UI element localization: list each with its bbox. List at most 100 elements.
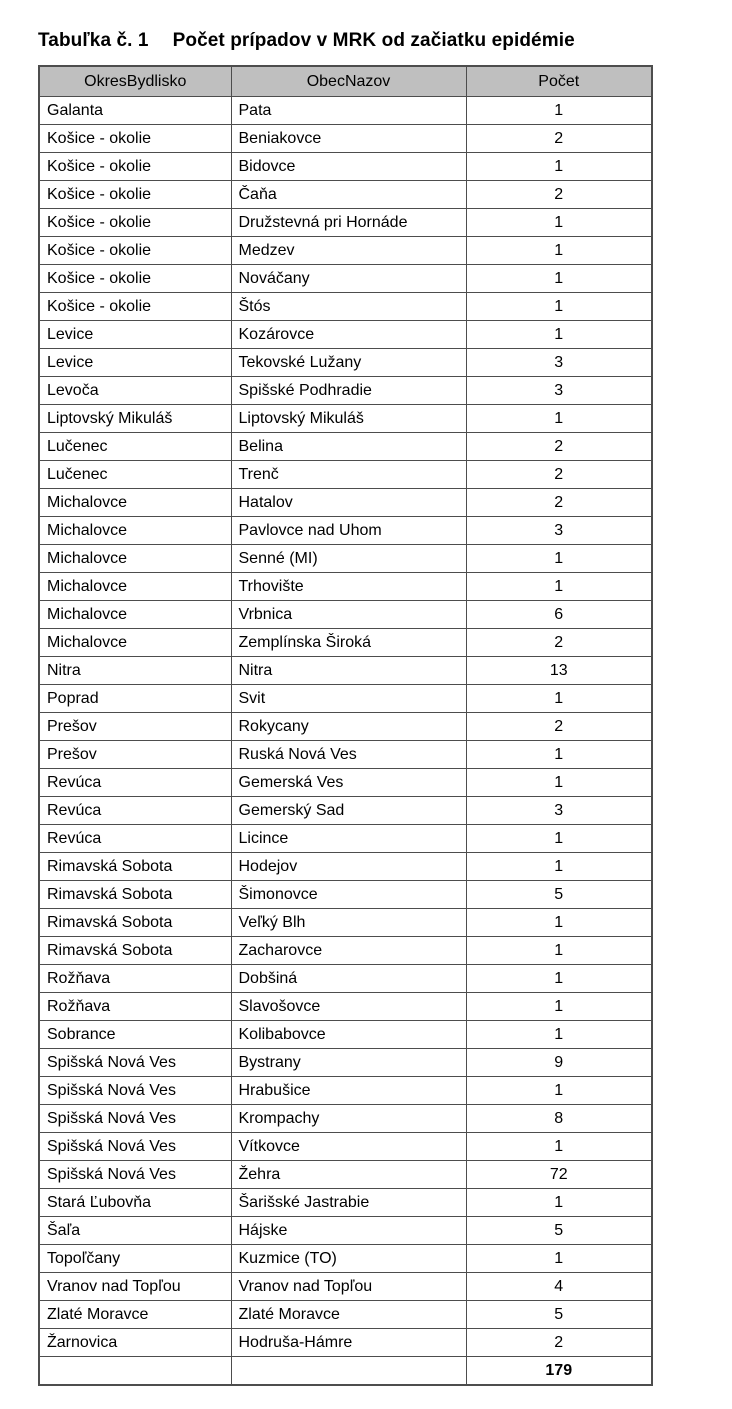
okres-cell: Žarnovica	[38, 1328, 232, 1357]
okres-cell: Galanta	[38, 96, 232, 125]
pocet-cell: 1	[465, 572, 653, 601]
table-row: Spišská Nová Ves Krompachy 8	[38, 1104, 653, 1133]
obec-cell: Vranov nad Topľou	[230, 1272, 467, 1301]
pocet-cell: 72	[465, 1160, 653, 1189]
pocet-cell: 1	[465, 96, 653, 125]
okres-cell: Spišská Nová Ves	[38, 1132, 232, 1161]
pocet-cell: 5	[465, 880, 653, 909]
okres-cell: Košice - okolie	[38, 264, 232, 293]
okres-cell: Spišská Nová Ves	[38, 1048, 232, 1077]
pocet-cell: 4	[465, 1272, 653, 1301]
obec-cell: Pata	[230, 96, 467, 125]
pocet-cell: 1	[465, 1188, 653, 1217]
okres-cell: Levoča	[38, 376, 232, 405]
okres-cell: Lučenec	[38, 460, 232, 489]
table-row: Rožňava Dobšiná 1	[38, 964, 653, 993]
obec-cell: Krompachy	[230, 1104, 467, 1133]
col-header-okres: OkresBydlisko	[38, 65, 232, 97]
total-row: 179	[38, 1356, 653, 1386]
obec-cell: Hájske	[230, 1216, 467, 1245]
pocet-cell: 2	[465, 712, 653, 741]
pocet-cell: 1	[465, 1132, 653, 1161]
table-row: Poprad Svit 1	[38, 684, 653, 713]
table-row: Michalovce Zemplínska Široká 2	[38, 628, 653, 657]
okres-cell: Rimavská Sobota	[38, 908, 232, 937]
table-row: Rimavská Sobota Veľký Blh 1	[38, 908, 653, 937]
pocet-cell: 1	[465, 292, 653, 321]
okres-cell: Košice - okolie	[38, 292, 232, 321]
table-row: Prešov Rokycany 2	[38, 712, 653, 741]
table-row: Sobrance Kolibabovce 1	[38, 1020, 653, 1049]
pocet-cell: 3	[465, 796, 653, 825]
okres-cell: Košice - okolie	[38, 180, 232, 209]
table-row: Prešov Ruská Nová Ves 1	[38, 740, 653, 769]
table-row: Košice - okolie Družstevná pri Hornáde 1	[38, 208, 653, 237]
table-row: Liptovský Mikuláš Liptovský Mikuláš 1	[38, 404, 653, 433]
okres-cell: Stará Ľubovňa	[38, 1188, 232, 1217]
table-row: Nitra Nitra 13	[38, 656, 653, 685]
table-row: Spišská Nová Ves Žehra 72	[38, 1160, 653, 1189]
pocet-cell: 1	[465, 824, 653, 853]
cases-table: OkresBydlisko ObecNazov Počet Galanta Pat…	[38, 65, 653, 1386]
table-row: Lučenec Belina 2	[38, 432, 653, 461]
obec-cell: Slavošovce	[230, 992, 467, 1021]
obec-cell: Beniakovce	[230, 124, 467, 153]
obec-cell: Liptovský Mikuláš	[230, 404, 467, 433]
okres-cell: Rožňava	[38, 992, 232, 1021]
obec-cell: Gemerský Sad	[230, 796, 467, 825]
pocet-cell: 6	[465, 600, 653, 629]
pocet-cell: 1	[465, 236, 653, 265]
table-row: Michalovce Senné (MI) 1	[38, 544, 653, 573]
table-row: Košice - okolie Čaňa 2	[38, 180, 653, 209]
obec-cell: Nitra	[230, 656, 467, 685]
table-caption: Počet prípadov v MRK od začiatku epidémi…	[172, 30, 575, 51]
pocet-cell: 8	[465, 1104, 653, 1133]
obec-cell: Zacharovce	[230, 936, 467, 965]
table-row: Šaľa Hájske 5	[38, 1216, 653, 1245]
table-number-label: Tabuľka č. 1	[38, 30, 149, 51]
obec-cell: Čaňa	[230, 180, 467, 209]
obec-cell: Hodejov	[230, 852, 467, 881]
table-row: Michalovce Pavlovce nad Uhom 3	[38, 516, 653, 545]
okres-cell: Michalovce	[38, 488, 232, 517]
okres-cell: Rožňava	[38, 964, 232, 993]
table-row: Rimavská Sobota Šimonovce 5	[38, 880, 653, 909]
okres-cell: Revúca	[38, 796, 232, 825]
pocet-cell: 1	[465, 964, 653, 993]
pocet-cell: 13	[465, 656, 653, 685]
table-row: Revúca Gemerská Ves 1	[38, 768, 653, 797]
obec-cell: Kolibabovce	[230, 1020, 467, 1049]
obec-cell: Zlaté Moravce	[230, 1300, 467, 1329]
pocet-cell: 1	[465, 936, 653, 965]
okres-cell: Michalovce	[38, 516, 232, 545]
pocet-cell: 2	[465, 460, 653, 489]
table-row: Spišská Nová Ves Bystrany 9	[38, 1048, 653, 1077]
obec-cell: Hatalov	[230, 488, 467, 517]
pocet-cell: 3	[465, 516, 653, 545]
table-row: Levoča Spišské Podhradie 3	[38, 376, 653, 405]
pocet-cell: 2	[465, 432, 653, 461]
pocet-cell: 2	[465, 180, 653, 209]
pocet-cell: 2	[465, 628, 653, 657]
table-row: Košice - okolie Bidovce 1	[38, 152, 653, 181]
table-row: Rožňava Slavošovce 1	[38, 992, 653, 1021]
okres-cell: Topoľčany	[38, 1244, 232, 1273]
obec-cell: Spišské Podhradie	[230, 376, 467, 405]
pocet-cell: 1	[465, 992, 653, 1021]
pocet-cell: 1	[465, 768, 653, 797]
table-row: Lučenec Trenč 2	[38, 460, 653, 489]
pocet-cell: 1	[465, 320, 653, 349]
obec-cell: Bystrany	[230, 1048, 467, 1077]
okres-cell: Lučenec	[38, 432, 232, 461]
pocet-cell: 2	[465, 1328, 653, 1357]
pocet-cell: 1	[465, 264, 653, 293]
obec-cell: Medzev	[230, 236, 467, 265]
table-row: Rimavská Sobota Hodejov 1	[38, 852, 653, 881]
total-okres-cell-empty	[38, 1356, 232, 1386]
pocet-cell: 1	[465, 208, 653, 237]
table-row: Michalovce Vrbnica 6	[38, 600, 653, 629]
okres-cell: Sobrance	[38, 1020, 232, 1049]
table-row: Michalovce Trhovište 1	[38, 572, 653, 601]
pocet-cell: 1	[465, 1076, 653, 1105]
